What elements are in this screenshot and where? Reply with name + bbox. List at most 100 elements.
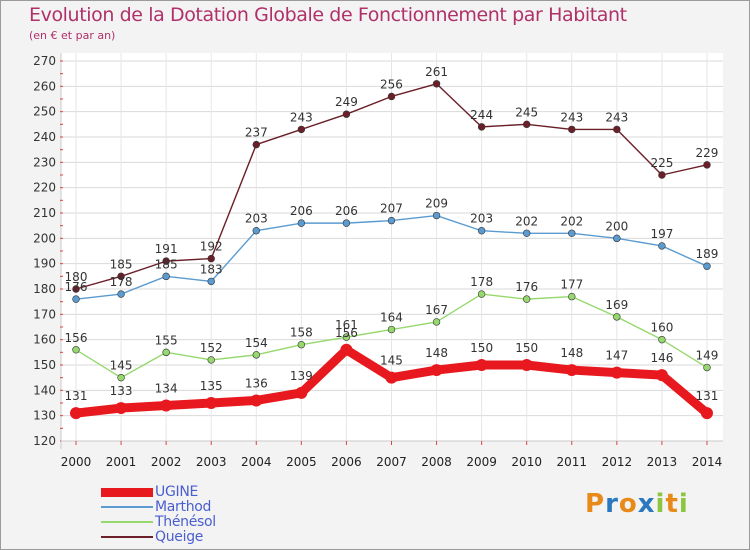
data-label-marthod: 207 <box>380 202 403 216</box>
data-label-queige: 243 <box>560 110 583 124</box>
data-label-marthod: 185 <box>155 257 178 271</box>
chart-subtitle: (en € et par an) <box>29 29 116 42</box>
x-tick-label-2004: 2004 <box>241 455 272 469</box>
data-point-ugine <box>700 407 713 420</box>
x-tick-label-2011: 2011 <box>556 455 587 469</box>
data-label-marthod: 206 <box>290 204 313 218</box>
x-tick-label-2007: 2007 <box>376 455 407 469</box>
data-point-marthod <box>207 277 215 286</box>
data-point-ugine <box>655 369 668 382</box>
data-point-queige <box>387 92 396 101</box>
data-point-queige <box>477 123 486 131</box>
data-point-marthod <box>477 227 486 235</box>
data-point-marthod <box>387 216 396 225</box>
data-point-marthod <box>72 295 80 303</box>
data-point-thnsol <box>72 346 80 354</box>
x-tick-label-2002: 2002 <box>151 455 182 469</box>
legend-label: Thénésol <box>155 514 216 530</box>
data-label-queige: 185 <box>110 257 133 271</box>
y-tick-label-250: 250 <box>33 105 56 119</box>
data-label-queige: 237 <box>245 126 268 140</box>
data-point-queige <box>297 125 306 134</box>
data-label-ugine: 146 <box>650 351 673 365</box>
legend-swatch <box>101 521 153 523</box>
data-label-queige: 229 <box>696 146 719 160</box>
data-point-thnsol <box>297 341 306 349</box>
data-label-marthod: 176 <box>65 280 88 294</box>
data-label-marthod: 209 <box>425 197 448 211</box>
y-tick-label-270: 270 <box>33 54 56 68</box>
data-label-queige: 243 <box>290 110 313 124</box>
data-point-thnsol <box>207 356 215 364</box>
data-point-thnsol <box>613 313 621 321</box>
data-point-marthod <box>658 242 666 250</box>
data-point-marthod <box>522 229 531 237</box>
data-label-marthod: 202 <box>515 214 538 228</box>
data-point-ugine <box>430 364 443 377</box>
data-point-thnsol <box>252 351 260 359</box>
data-label-marthod: 189 <box>696 247 719 261</box>
data-point-marthod <box>297 219 306 227</box>
legend-swatch <box>101 506 153 508</box>
x-tick-label-2008: 2008 <box>421 455 452 469</box>
x-tick-label-2005: 2005 <box>286 455 317 469</box>
data-point-ugine <box>610 366 623 379</box>
data-point-thnsol <box>387 325 396 334</box>
y-tick-label-180: 180 <box>33 282 56 296</box>
data-label-marthod: 200 <box>605 219 628 233</box>
y-tick-label-230: 230 <box>33 155 56 169</box>
data-point-thnsol <box>432 318 441 326</box>
data-point-marthod <box>432 211 441 220</box>
data-label-queige: 192 <box>200 240 223 254</box>
x-tick-label-2006: 2006 <box>331 455 362 469</box>
data-point-queige <box>117 272 125 281</box>
data-point-queige <box>522 120 531 129</box>
data-label-ugine: 131 <box>65 389 88 403</box>
data-label-thnsol: 178 <box>470 275 493 289</box>
data-label-queige: 225 <box>650 156 673 170</box>
data-label-thnsol: 156 <box>65 331 88 345</box>
proxiti-logo: Proxiti <box>585 489 689 519</box>
data-point-thnsol <box>568 292 576 301</box>
data-label-thnsol: 155 <box>155 333 178 347</box>
data-point-ugine <box>340 343 353 356</box>
data-label-thnsol: 154 <box>245 336 268 350</box>
data-point-thnsol <box>162 348 170 357</box>
data-label-ugine: 145 <box>380 354 403 368</box>
data-label-ugine: 134 <box>155 382 178 396</box>
data-point-queige <box>207 254 215 263</box>
data-point-queige <box>432 80 441 88</box>
data-point-queige <box>658 171 666 179</box>
data-point-queige <box>72 285 80 293</box>
logo-letter: x <box>637 489 656 519</box>
legend-swatch <box>101 536 153 538</box>
data-point-ugine <box>160 399 173 412</box>
legend-label: UGINE <box>155 484 199 500</box>
chart-title: Evolution de la Dotation Globale de Fonc… <box>29 4 627 26</box>
data-point-ugine <box>475 359 488 371</box>
data-label-ugine: 148 <box>560 346 583 360</box>
data-label-thnsol: 176 <box>515 280 538 294</box>
legend-label: Queige <box>155 529 204 545</box>
data-label-marthod: 183 <box>200 262 223 276</box>
data-label-ugine: 150 <box>515 341 538 355</box>
x-tick-label-2003: 2003 <box>196 455 227 469</box>
data-point-marthod <box>342 219 351 227</box>
data-label-queige: 243 <box>605 110 628 124</box>
y-tick-label-170: 170 <box>33 307 56 321</box>
legend-swatch <box>101 487 153 497</box>
data-point-thnsol <box>703 363 711 372</box>
data-label-marthod: 206 <box>335 204 358 218</box>
data-point-thnsol <box>658 335 666 344</box>
y-tick-label-120: 120 <box>33 434 56 448</box>
x-tick-label-2013: 2013 <box>647 455 678 469</box>
data-label-thnsol: 145 <box>110 359 133 373</box>
data-label-queige: 249 <box>335 95 358 109</box>
data-point-ugine <box>205 397 218 409</box>
y-tick-label-160: 160 <box>33 333 56 347</box>
data-point-marthod <box>117 290 125 298</box>
x-tick-label-2009: 2009 <box>466 455 497 469</box>
data-point-marthod <box>568 229 576 237</box>
logo-letter: o <box>618 489 638 519</box>
